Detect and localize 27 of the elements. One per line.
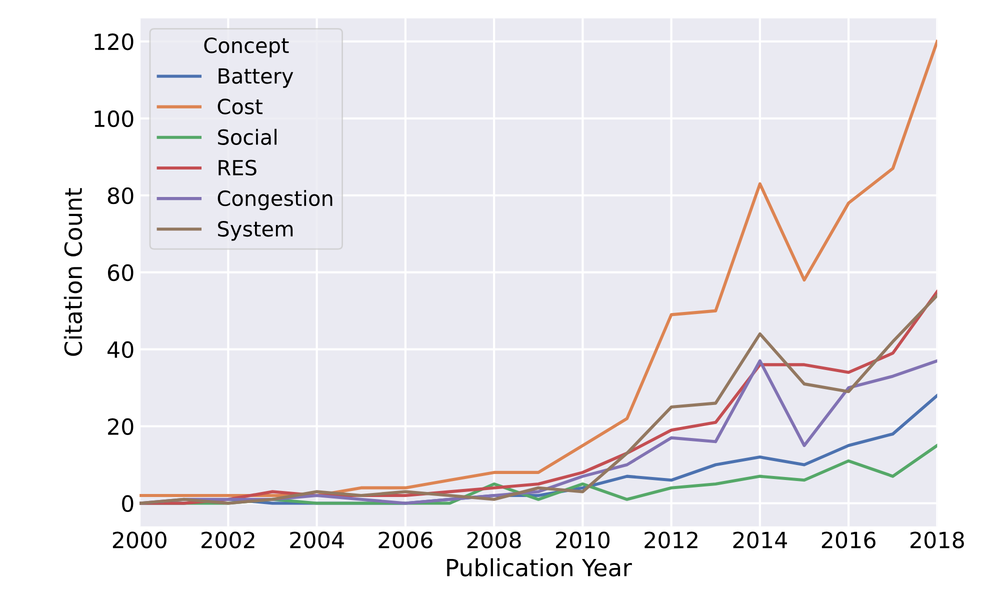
x-tick-label: 2000 — [112, 532, 166, 548]
x-tick-label: 2018 — [910, 532, 964, 548]
y-axis-title: Citation Count — [64, 188, 82, 356]
x-tick-label: 2012 — [644, 532, 698, 548]
y-tick-label: 40 — [108, 341, 134, 358]
y-tick-label: 60 — [108, 264, 134, 282]
legend-label: System — [218, 220, 293, 241]
x-tick-label: 2016 — [822, 532, 876, 548]
x-tick-label: 2014 — [733, 532, 787, 548]
y-tick-label: 20 — [108, 418, 134, 436]
legend-label: Cost — [218, 98, 262, 114]
legend-label: Congestion — [218, 190, 332, 210]
legend-label: Battery — [218, 68, 294, 88]
legend-title: Concept — [204, 37, 289, 58]
x-tick-label: 2004 — [290, 532, 344, 548]
x-tick-label: 2010 — [556, 532, 610, 548]
line-series — [140, 40, 938, 498]
y-tick-label: 100 — [94, 110, 134, 128]
legend-label: Social — [218, 128, 276, 145]
x-axis-title: Publication Year — [447, 558, 632, 577]
y-tick-label: 0 — [122, 495, 134, 512]
y-tick-label: 120 — [94, 33, 134, 50]
legend-label: RES — [218, 160, 256, 176]
x-tick-label: 2002 — [202, 532, 254, 548]
x-tick-label: 2008 — [467, 532, 521, 548]
y-tick-label: 80 — [108, 187, 134, 204]
x-tick-label: 2006 — [378, 532, 432, 548]
